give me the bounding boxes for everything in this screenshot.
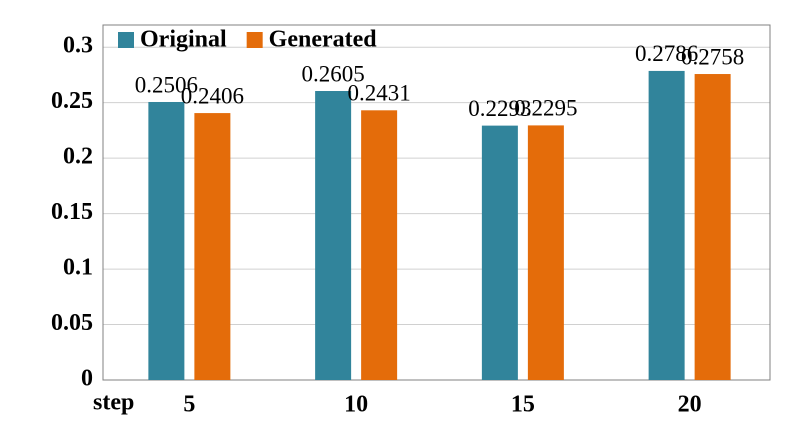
bar — [361, 110, 398, 380]
y-tick-label: 0.3 — [63, 33, 93, 59]
value-label: 0.2295 — [514, 96, 577, 121]
value-label: 0.2605 — [302, 61, 365, 86]
y-tick-label: 0.05 — [51, 310, 93, 336]
y-tick-label: 0.1 — [63, 255, 93, 281]
bar — [694, 74, 731, 381]
y-tick-label: 0.25 — [51, 88, 93, 114]
plot-frame — [102, 24, 771, 381]
y-tick-label: 0.2 — [63, 144, 93, 170]
bar — [315, 91, 352, 380]
value-label: 0.2293 — [468, 96, 531, 121]
x-tick-label: 5 — [183, 392, 195, 418]
bar — [481, 125, 518, 380]
bar — [527, 125, 564, 380]
value-label: 0.2406 — [181, 83, 244, 108]
legend-label: Generated — [269, 27, 378, 53]
y-tick-label: 0 — [81, 366, 93, 392]
bar — [194, 113, 231, 380]
value-label: 0.2431 — [348, 81, 411, 106]
x-tick-label: 20 — [678, 392, 702, 418]
value-label: 0.2506 — [135, 72, 198, 97]
value-label: 0.2758 — [681, 44, 744, 69]
legend-swatch — [246, 32, 263, 48]
x-tick-label: 15 — [511, 392, 535, 418]
x-axis-label: step — [93, 390, 134, 416]
legend-swatch — [118, 32, 134, 48]
bar — [148, 101, 185, 380]
bar — [648, 70, 685, 380]
value-label: 0.2786 — [635, 41, 698, 66]
y-tick-label: 0.15 — [51, 199, 93, 225]
legend-label: Original — [140, 27, 227, 53]
x-tick-label: 10 — [344, 392, 368, 418]
